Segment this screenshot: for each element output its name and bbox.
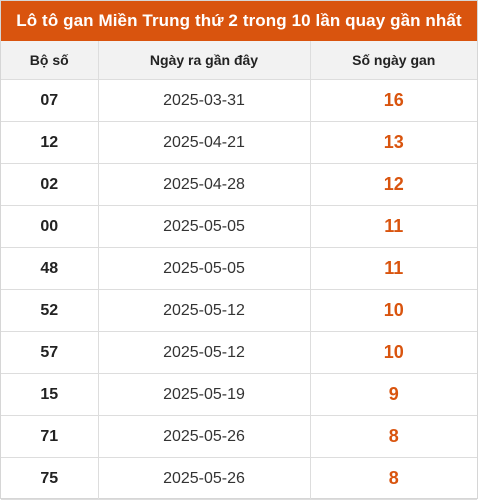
table-row: 15 2025-05-19 9 — [1, 373, 477, 416]
table-row: 12 2025-04-21 13 — [1, 121, 477, 164]
cell-days: 8 — [310, 457, 477, 500]
cell-days: 10 — [310, 289, 477, 332]
cell-days: 12 — [310, 163, 477, 206]
cell-last-date: 2025-03-31 — [98, 79, 311, 122]
cell-days: 8 — [310, 415, 477, 458]
cell-number: 57 — [1, 331, 99, 374]
table-row: 00 2025-05-05 11 — [1, 205, 477, 248]
cell-last-date: 2025-05-05 — [98, 247, 311, 290]
cell-last-date: 2025-05-12 — [98, 289, 311, 332]
cell-days: 11 — [310, 247, 477, 290]
cell-days: 9 — [310, 373, 477, 416]
header-number: Bộ số — [1, 41, 99, 80]
table-row: 75 2025-05-26 8 — [1, 457, 477, 500]
table-row: 71 2025-05-26 8 — [1, 415, 477, 458]
cell-number: 07 — [1, 79, 99, 122]
cell-days: 13 — [310, 121, 477, 164]
table-row: 52 2025-05-12 10 — [1, 289, 477, 332]
cell-days: 10 — [310, 331, 477, 374]
header-last-date: Ngày ra gần đây — [98, 41, 311, 80]
cell-days: 11 — [310, 205, 477, 248]
cell-number: 15 — [1, 373, 99, 416]
lo-gan-table: Bộ số Ngày ra gần đây Số ngày gan 07 202… — [1, 41, 477, 500]
cell-last-date: 2025-05-26 — [98, 415, 311, 458]
table-header-row: Bộ số Ngày ra gần đây Số ngày gan — [1, 41, 477, 80]
cell-number: 48 — [1, 247, 99, 290]
widget-title: Lô tô gan Miền Trung thứ 2 trong 10 lần … — [1, 1, 477, 41]
cell-last-date: 2025-05-19 — [98, 373, 311, 416]
cell-number: 75 — [1, 457, 99, 500]
cell-last-date: 2025-05-12 — [98, 331, 311, 374]
table-row: 02 2025-04-28 12 — [1, 163, 477, 206]
cell-number: 12 — [1, 121, 99, 164]
cell-days: 16 — [310, 79, 477, 122]
cell-last-date: 2025-05-05 — [98, 205, 311, 248]
cell-last-date: 2025-04-28 — [98, 163, 311, 206]
cell-number: 52 — [1, 289, 99, 332]
table-row: 07 2025-03-31 16 — [1, 79, 477, 122]
cell-last-date: 2025-05-26 — [98, 457, 311, 500]
table-row: 48 2025-05-05 11 — [1, 247, 477, 290]
cell-number: 71 — [1, 415, 99, 458]
table-row: 57 2025-05-12 10 — [1, 331, 477, 374]
cell-number: 00 — [1, 205, 99, 248]
cell-last-date: 2025-04-21 — [98, 121, 311, 164]
header-days: Số ngày gan — [310, 41, 477, 80]
cell-number: 02 — [1, 163, 99, 206]
